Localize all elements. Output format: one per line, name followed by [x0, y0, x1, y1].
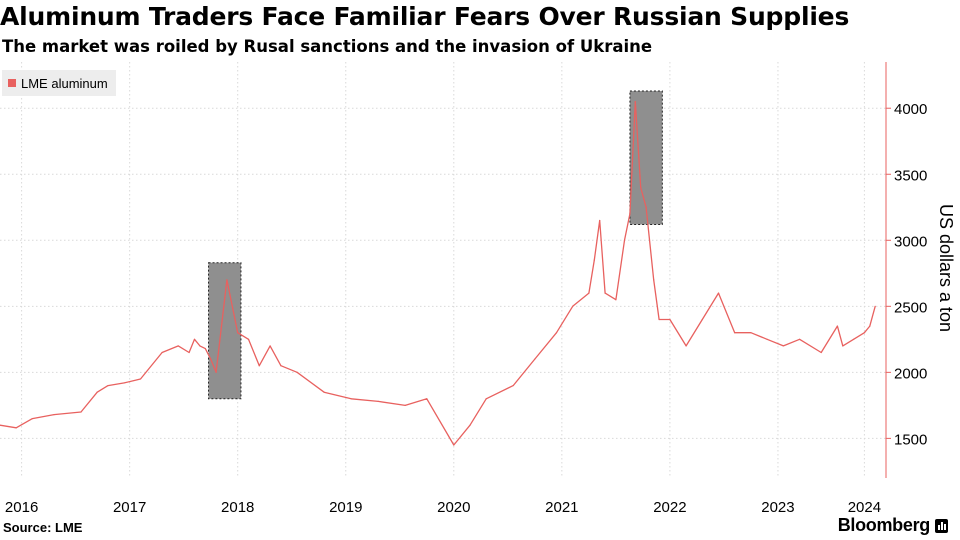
legend: LME aluminum	[2, 70, 116, 96]
x-tick-label: 2016	[5, 499, 38, 516]
highlight-box	[629, 90, 663, 225]
y-tick-label: 1500	[894, 431, 927, 448]
data-point	[734, 332, 736, 334]
data-point	[555, 332, 558, 334]
data-point	[685, 345, 687, 347]
data-point	[701, 318, 703, 321]
data-point	[782, 345, 784, 347]
data-point	[836, 325, 838, 327]
data-point	[623, 239, 626, 241]
data-point	[593, 259, 595, 261]
y-tick-label: 3000	[894, 233, 927, 250]
data-point	[669, 318, 671, 321]
data-point	[220, 325, 223, 327]
data-point	[599, 219, 601, 222]
data-point	[15, 427, 17, 429]
data-point	[80, 411, 82, 413]
x-tick-label: 2018	[221, 499, 254, 516]
data-point	[210, 358, 212, 360]
data-point	[247, 338, 250, 340]
data-point	[269, 345, 271, 347]
data-point	[717, 292, 720, 294]
data-point	[485, 398, 487, 400]
data-point	[750, 332, 752, 334]
data-point	[852, 338, 855, 340]
data-point	[226, 279, 228, 281]
bloomberg-logo: Bloomberg	[837, 515, 931, 535]
data-point	[258, 365, 260, 367]
data-point	[842, 345, 844, 347]
data-point	[177, 345, 179, 347]
x-tick-label: 2023	[761, 499, 794, 516]
data-point	[404, 404, 406, 406]
data-point	[296, 371, 298, 373]
legend-swatch	[8, 79, 16, 87]
data-point	[512, 384, 514, 387]
y-tick-label: 2000	[894, 365, 927, 382]
x-tick-label: 2020	[437, 499, 470, 516]
y-tick-label: 4000	[894, 101, 927, 118]
bloomberg-terminal-icon	[935, 519, 948, 533]
y-tick-label: 3500	[894, 167, 927, 184]
data-point	[323, 391, 325, 393]
data-point	[377, 400, 379, 403]
data-point	[350, 398, 352, 400]
data-point	[280, 365, 282, 367]
x-tick-label: 2019	[329, 499, 362, 516]
data-point	[766, 338, 768, 340]
x-tick-label: 2022	[653, 499, 686, 516]
x-tick-label: 2017	[113, 499, 146, 516]
series-line	[0, 100, 876, 446]
chart-title: Aluminum Traders Face Familiar Fears Ove…	[0, 2, 850, 31]
y-axis-title: US dollars a ton	[936, 204, 956, 332]
data-point	[645, 206, 647, 208]
highlight-box	[208, 262, 242, 400]
data-point	[640, 186, 642, 189]
data-point	[204, 347, 206, 350]
data-point	[123, 382, 125, 384]
data-point	[139, 378, 142, 380]
data-point	[820, 351, 822, 354]
data-point	[469, 424, 471, 426]
data-point	[107, 384, 109, 387]
y-tick-label: 2500	[894, 299, 927, 316]
data-point	[31, 417, 34, 420]
data-point	[534, 358, 536, 360]
x-tick-label: 2021	[545, 499, 578, 516]
data-point	[96, 391, 98, 393]
data-point	[863, 332, 865, 334]
data-point	[658, 318, 660, 321]
data-point	[426, 398, 428, 400]
data-point	[237, 332, 239, 334]
x-tick-label: 2024	[848, 499, 881, 516]
data-point	[161, 351, 163, 354]
data-point	[53, 414, 55, 416]
data-point	[869, 325, 871, 327]
data-point	[604, 292, 606, 294]
data-point	[193, 338, 196, 340]
data-point	[634, 101, 636, 103]
data-point	[572, 305, 574, 307]
data-point	[453, 444, 455, 446]
data-point	[629, 213, 631, 215]
data-point	[653, 279, 655, 281]
source-note: Source: LME	[3, 520, 83, 535]
data-point	[199, 345, 201, 347]
chart-subtitle: The market was roiled by Rusal sanctions…	[2, 37, 653, 56]
data-point	[615, 299, 617, 301]
data-point	[0, 424, 1, 426]
data-point	[798, 338, 801, 340]
data-point	[215, 371, 217, 373]
data-point	[874, 305, 876, 307]
data-point	[188, 351, 190, 354]
legend-label: LME aluminum	[21, 75, 108, 91]
data-point	[588, 292, 590, 294]
